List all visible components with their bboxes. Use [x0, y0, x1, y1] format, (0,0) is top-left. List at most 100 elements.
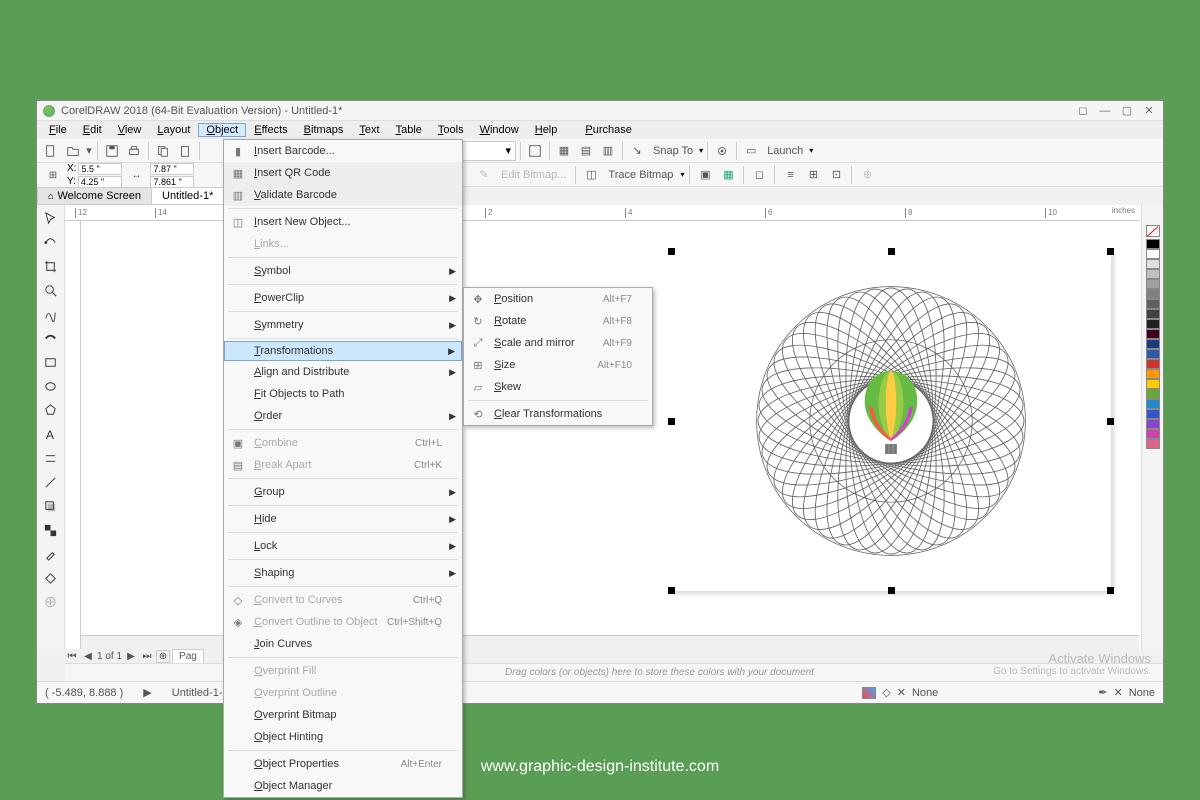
color-swatch[interactable] [1146, 279, 1160, 289]
menuitem-scale-and-mirror[interactable]: ⤢Scale and mirrorAlt+F9 [464, 332, 652, 354]
trace-label[interactable]: Trace Bitmap [604, 169, 677, 181]
paste-button[interactable] [175, 141, 195, 161]
color-swatch[interactable] [1146, 369, 1160, 379]
color-swatch[interactable] [1146, 259, 1160, 269]
trace-icon[interactable]: ◫ [581, 165, 601, 185]
page-first[interactable]: ⏮ [65, 651, 79, 662]
snap-dropdown[interactable]: ▾ [699, 146, 703, 155]
menuitem-fit-objects-to-path[interactable]: Fit Objects to Path [224, 383, 462, 405]
artistic-tool[interactable] [40, 327, 62, 349]
menu-effects[interactable]: Effects [246, 123, 295, 137]
w-field[interactable] [150, 163, 194, 175]
outline-indicator[interactable]: ✒✕ None [1098, 686, 1155, 699]
launch-label[interactable]: Launch [763, 145, 807, 157]
close-button[interactable]: ✕ [1141, 104, 1157, 118]
save-button[interactable] [102, 141, 122, 161]
parallel-tool[interactable] [40, 447, 62, 469]
open-dropdown[interactable]: ▾ [85, 141, 93, 161]
menu-file[interactable]: File [41, 123, 75, 137]
add-button[interactable]: ⊕ [857, 165, 877, 185]
minimize-button[interactable]: — [1097, 104, 1113, 118]
launch-icon[interactable]: ▭ [741, 141, 761, 161]
align1-button[interactable]: ≡ [780, 165, 800, 185]
fill-tool[interactable] [40, 567, 62, 589]
align2-button[interactable]: ⊞ [803, 165, 823, 185]
new-button[interactable] [41, 141, 61, 161]
menu-bitmaps[interactable]: Bitmaps [296, 123, 352, 137]
color-swatch[interactable] [1146, 409, 1160, 419]
menuitem-insert-new-object-[interactable]: ◫Insert New Object... [224, 211, 462, 233]
color-swatch[interactable] [1146, 379, 1160, 389]
h-field[interactable] [150, 176, 194, 188]
shape-tool[interactable] [40, 231, 62, 253]
text-tool[interactable]: A [40, 423, 62, 445]
menuitem-powerclip[interactable]: PowerClip▶ [224, 287, 462, 309]
menu-tools[interactable]: Tools [430, 123, 472, 137]
fill-indicator[interactable]: ◇✕ None [862, 686, 938, 699]
menuitem-insert-barcode-[interactable]: ▮Insert Barcode... [224, 140, 462, 162]
freehand-tool[interactable] [40, 303, 62, 325]
color-swatch[interactable] [1146, 319, 1160, 329]
crop2-button[interactable]: ▦ [718, 165, 738, 185]
pick-tool[interactable] [40, 207, 62, 229]
color-swatch[interactable] [1146, 329, 1160, 339]
grid3-button[interactable]: ▥ [598, 141, 618, 161]
user-icon[interactable]: ◻ [1075, 104, 1091, 118]
print-button[interactable] [124, 141, 144, 161]
menuitem-align-and-distribute[interactable]: Align and Distribute▶ [224, 361, 462, 383]
menuitem-insert-qr-code[interactable]: ▦Insert QR Code [224, 162, 462, 184]
page-prev[interactable]: ◀ [81, 651, 95, 662]
connector-tool[interactable] [40, 471, 62, 493]
menu-edit[interactable]: Edit [75, 123, 110, 137]
snap-icon[interactable]: ↘ [627, 141, 647, 161]
menuitem-size[interactable]: ⊞SizeAlt+F10 [464, 354, 652, 376]
menuitem-transformations[interactable]: Transformations▶ [224, 341, 462, 361]
color-swatch[interactable] [1146, 299, 1160, 309]
color-swatch[interactable] [1146, 269, 1160, 279]
grid2-button[interactable]: ▤ [576, 141, 596, 161]
menuitem-skew[interactable]: ▱Skew [464, 376, 652, 398]
menuitem-symbol[interactable]: Symbol▶ [224, 260, 462, 282]
tab-doc[interactable]: Untitled-1* [151, 187, 224, 204]
color-swatch[interactable] [1146, 429, 1160, 439]
menuitem-object-properties[interactable]: Object PropertiesAlt+Enter [224, 753, 462, 775]
color-swatch[interactable] [1146, 349, 1160, 359]
menuitem-overprint-bitmap[interactable]: Overprint Bitmap [224, 704, 462, 726]
menuitem-order[interactable]: Order▶ [224, 405, 462, 427]
color-swatch[interactable] [1146, 309, 1160, 319]
eyedropper-tool[interactable] [40, 543, 62, 565]
menuitem-validate-barcode[interactable]: ▥Validate Barcode [224, 184, 462, 206]
crop1-button[interactable]: ▣ [695, 165, 715, 185]
menu-window[interactable]: Window [472, 123, 527, 137]
ellipse-tool[interactable] [40, 375, 62, 397]
page-last[interactable]: ⏭ [140, 651, 154, 662]
menuitem-shaping[interactable]: Shaping▶ [224, 562, 462, 584]
color-swatch[interactable] [1146, 289, 1160, 299]
menuitem-hide[interactable]: Hide▶ [224, 508, 462, 530]
edit-bitmap-label[interactable]: Edit Bitmap... [497, 169, 570, 181]
menu-help[interactable]: Help [527, 123, 566, 137]
crop3-button[interactable]: ◻ [749, 165, 769, 185]
fullscreen-button[interactable] [525, 141, 545, 161]
color-swatch[interactable] [1146, 249, 1160, 259]
snap-label[interactable]: Snap To [649, 145, 697, 157]
menuitem-lock[interactable]: Lock▶ [224, 535, 462, 557]
copy-button[interactable] [153, 141, 173, 161]
menuitem-rotate[interactable]: ↻RotateAlt+F8 [464, 310, 652, 332]
maximize-button[interactable]: ▢ [1119, 104, 1135, 118]
color-swatch[interactable] [1146, 359, 1160, 369]
no-color-swatch[interactable] [1146, 225, 1160, 237]
align3-button[interactable]: ⊡ [826, 165, 846, 185]
polygon-tool[interactable] [40, 399, 62, 421]
color-swatch[interactable] [1146, 439, 1160, 449]
menuitem-position[interactable]: ✥PositionAlt+F7 [464, 288, 652, 310]
options-button[interactable] [712, 141, 732, 161]
color-swatch[interactable] [1146, 399, 1160, 409]
rect-tool[interactable] [40, 351, 62, 373]
page-add[interactable]: ⊕ [156, 650, 170, 663]
menu-view[interactable]: View [110, 123, 150, 137]
y-field[interactable] [78, 176, 122, 188]
dropshadow-tool[interactable] [40, 495, 62, 517]
menuitem-object-hinting[interactable]: Object Hinting [224, 726, 462, 748]
menuitem-object-manager[interactable]: Object Manager [224, 775, 462, 797]
